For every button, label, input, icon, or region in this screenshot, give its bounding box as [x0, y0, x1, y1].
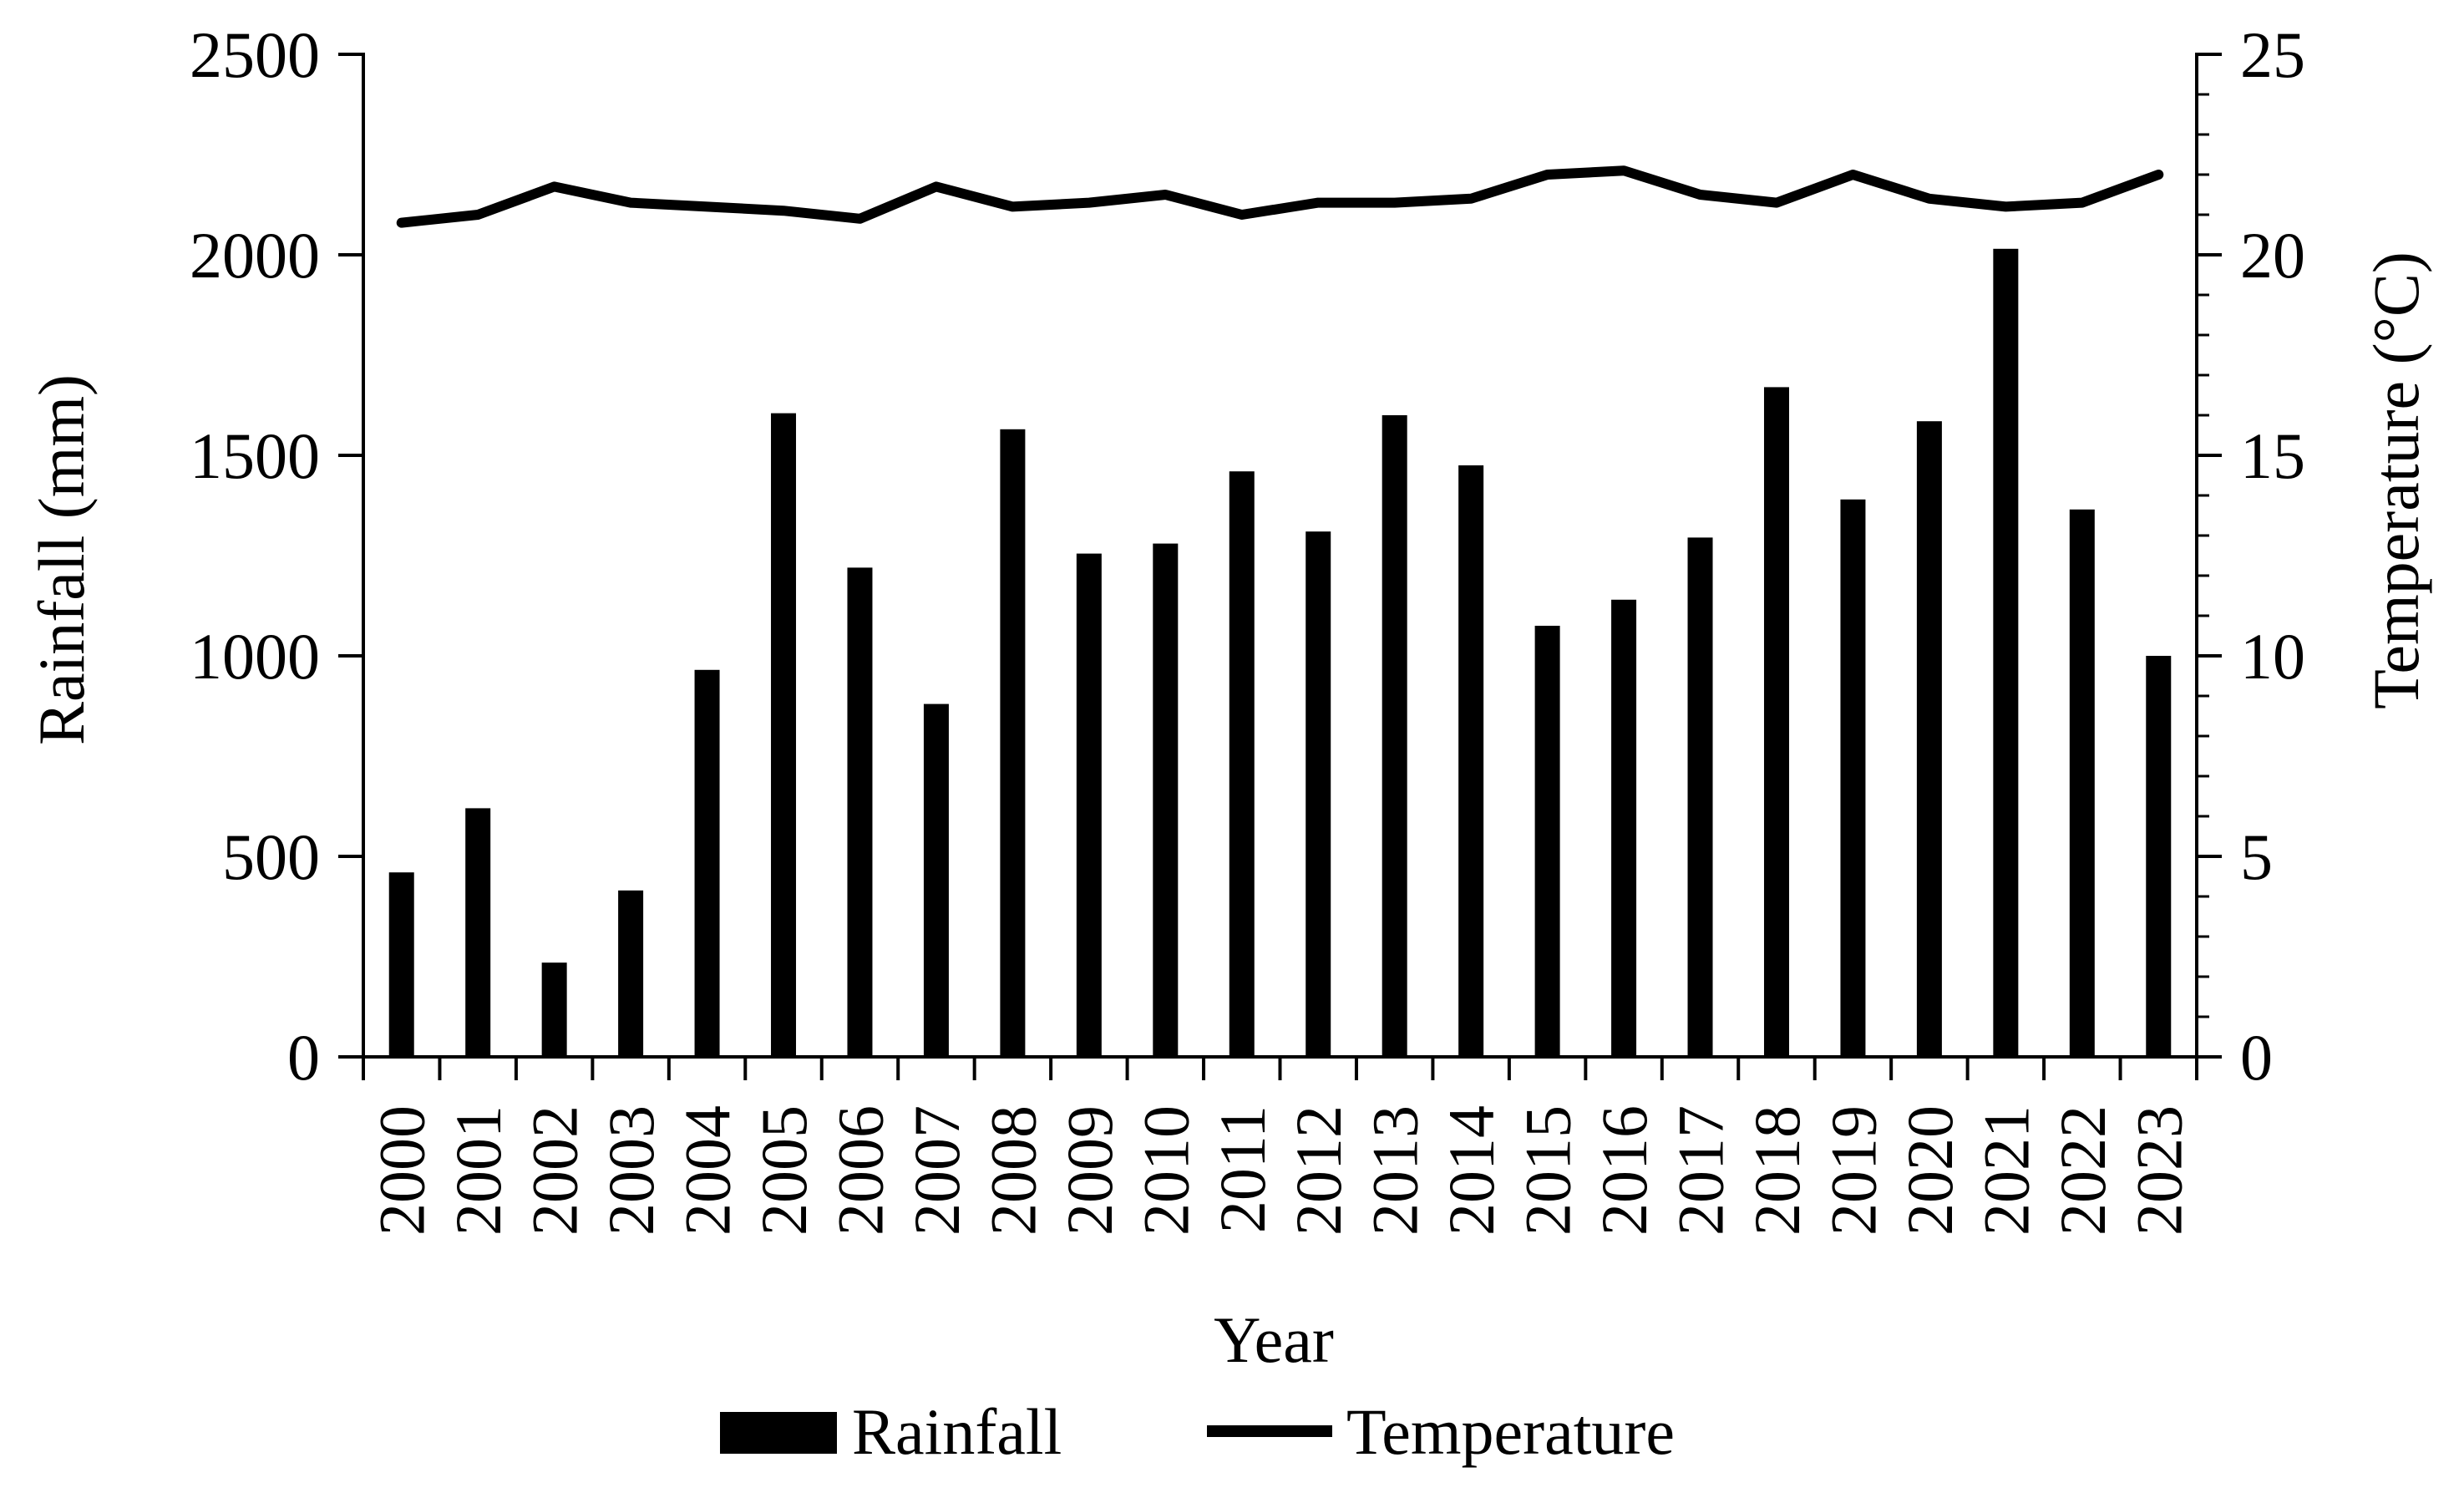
bar-rainfall-2009: [1076, 553, 1102, 1057]
y-right-tick-label-25: 25: [2240, 18, 2305, 91]
y-right-tick-label-5: 5: [2240, 820, 2273, 893]
legend: Rainfall Temperature: [720, 1395, 1675, 1468]
bar-rainfall-2003: [618, 890, 644, 1057]
bar-rainfall-2015: [1534, 626, 1560, 1057]
temperature-point-2008: [1011, 206, 1014, 208]
temperature-point-2017: [1699, 194, 1701, 196]
bar-rainfall-2011: [1229, 471, 1255, 1057]
bar-rainfall-2008: [1000, 429, 1026, 1057]
x-tick-label-2007: 2007: [900, 1105, 973, 1236]
temperature-point-2021: [2005, 206, 2007, 208]
y-left-tick-label-2000: 2000: [190, 219, 320, 292]
temperature-line: [396, 165, 2164, 228]
bar-rainfall-2007: [923, 703, 949, 1057]
x-tick-label-2002: 2002: [519, 1105, 591, 1236]
legend-swatch-rainfall: [720, 1412, 837, 1454]
y-left-tick-label-2500: 2500: [190, 18, 320, 91]
bar-rainfall-2010: [1153, 543, 1179, 1057]
x-axis-title: Year: [1214, 1303, 1334, 1376]
temperature-point-2019: [1852, 174, 1854, 175]
legend-label-rainfall: Rainfall: [852, 1395, 1062, 1468]
bar-rainfall-2014: [1458, 465, 1484, 1057]
temperature-point-2018: [1775, 201, 1777, 204]
bar-rainfall-2001: [465, 808, 491, 1057]
axes: [338, 53, 2222, 1080]
bar-rainfall-2002: [541, 962, 567, 1057]
rainfall-bars: [388, 248, 2172, 1058]
bar-rainfall-2016: [1611, 599, 1637, 1057]
x-tick-label-2019: 2019: [1817, 1105, 1889, 1236]
bar-rainfall-2019: [1840, 499, 1866, 1057]
x-tick-label-2020: 2020: [1894, 1105, 1966, 1236]
bar-rainfall-2006: [847, 567, 873, 1057]
x-tick-label-2022: 2022: [2046, 1105, 2119, 1236]
temperature-point-2012: [1317, 201, 1320, 204]
temperature-point-2007: [935, 185, 937, 188]
bar-rainfall-2021: [1993, 248, 2019, 1057]
x-tick-label-2009: 2009: [1053, 1105, 1126, 1236]
y-right-tick-label-0: 0: [2240, 1021, 2273, 1094]
temperature-line-layer: [396, 165, 2164, 228]
x-tick-label-2004: 2004: [672, 1105, 744, 1236]
temperature-point-2004: [706, 206, 708, 208]
bar-rainfall-2017: [1687, 537, 1713, 1057]
bar-rainfall-2020: [1916, 421, 1942, 1057]
temperature-point-2000: [400, 221, 403, 224]
x-tick-label-2014: 2014: [1435, 1105, 1508, 1236]
temperature-point-2006: [859, 217, 861, 220]
x-tick-label-2015: 2015: [1512, 1105, 1584, 1236]
y-left-tick-label-0: 0: [287, 1021, 320, 1094]
y-left-tick-label-1000: 1000: [190, 620, 320, 693]
x-tick-label-2023: 2023: [2122, 1105, 2195, 1236]
x-tick-label-2010: 2010: [1129, 1105, 1202, 1236]
temperature-point-2009: [1088, 201, 1090, 204]
y-left-tick-label-500: 500: [222, 820, 320, 893]
bar-rainfall-2022: [2069, 509, 2095, 1057]
legend-label-temperature: Temperature: [1346, 1395, 1675, 1468]
temperature-point-2022: [2081, 201, 2083, 204]
bar-rainfall-2013: [1382, 415, 1407, 1057]
y-axis-left-title: Rainfall (mm): [25, 374, 98, 745]
temperature-point-2015: [1546, 174, 1549, 175]
bar-rainfall-2023: [2146, 656, 2172, 1057]
temperature-point-2020: [1928, 197, 1930, 200]
bar-rainfall-2000: [388, 872, 414, 1057]
temperature-point-2005: [783, 210, 785, 212]
bar-rainfall-2005: [771, 413, 797, 1058]
x-tick-label-2013: 2013: [1359, 1105, 1432, 1236]
x-tick-label-2016: 2016: [1588, 1105, 1660, 1236]
y-left-tick-label-1500: 1500: [190, 419, 320, 492]
temperature-point-2023: [2157, 174, 2160, 175]
bar-rainfall-2018: [1763, 387, 1789, 1057]
temperature-point-2013: [1393, 201, 1396, 204]
x-tick-label-2012: 2012: [1282, 1105, 1355, 1236]
y-right-tick-label-20: 20: [2240, 219, 2305, 292]
x-tick-label-2008: 2008: [976, 1105, 1049, 1236]
x-tick-label-2006: 2006: [824, 1105, 896, 1236]
temperature-point-2003: [630, 201, 632, 204]
temperature-point-2010: [1164, 194, 1167, 196]
x-tick-label-2011: 2011: [1206, 1105, 1279, 1233]
bar-rainfall-2004: [694, 669, 720, 1057]
temperature-point-2016: [1623, 170, 1625, 172]
x-tick-label-2000: 2000: [366, 1105, 439, 1236]
bar-rainfall-2012: [1306, 531, 1331, 1057]
x-tick-label-2021: 2021: [1970, 1105, 2042, 1236]
x-tick-label-2018: 2018: [1741, 1105, 1813, 1236]
y-right-tick-label-15: 15: [2240, 419, 2305, 492]
y-axis-right-title: Temperature (°C): [2360, 251, 2432, 709]
x-tick-label-2017: 2017: [1665, 1105, 1737, 1236]
temperature-point-2002: [553, 185, 555, 188]
x-tick-label-2001: 2001: [442, 1105, 515, 1236]
temperature-point-2001: [477, 214, 479, 216]
temperature-point-2014: [1470, 197, 1473, 200]
y-right-tick-label-10: 10: [2240, 620, 2305, 693]
x-tick-label-2005: 2005: [748, 1105, 820, 1236]
x-tick-label-2003: 2003: [595, 1105, 667, 1236]
temperature-point-2011: [1240, 214, 1243, 216]
